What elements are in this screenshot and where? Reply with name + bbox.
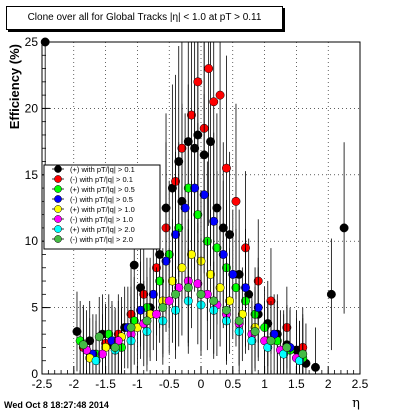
data-point: [247, 336, 257, 346]
data-point: [228, 269, 238, 279]
data-point: [136, 305, 146, 315]
data-point: [180, 203, 190, 213]
y-tick-label: 25: [25, 35, 39, 49]
data-point: [158, 303, 168, 313]
series-layer: [40, 37, 349, 374]
data-point: [250, 327, 260, 336]
y-tick-label: 0: [31, 367, 38, 381]
chart-title: Clone over all for Global Tracks |η| < 1…: [6, 6, 283, 30]
legend-label: (-) with pT/|q| > 1.0: [70, 215, 133, 224]
legend-marker: [54, 185, 62, 193]
data-point: [193, 279, 203, 289]
data-point: [215, 283, 225, 293]
data-point: [221, 163, 231, 173]
series-4: [88, 84, 295, 374]
data-point: [148, 289, 158, 299]
data-point: [209, 97, 219, 107]
data-point: [183, 283, 193, 293]
data-point: [206, 269, 215, 279]
data-point: [126, 323, 136, 332]
data-point: [161, 256, 171, 266]
y-tick-label: 10: [25, 234, 39, 248]
data-point: [193, 77, 203, 87]
data-point: [225, 296, 235, 306]
legend: (+) with pT/|q| > 0.1(-) with pT/|q| > 0…: [43, 164, 161, 250]
data-point: [152, 309, 161, 319]
y-tick-label: 15: [25, 168, 39, 182]
x-tick-label: -0.5: [159, 377, 180, 391]
data-point: [196, 289, 206, 299]
legend-marker: [54, 175, 62, 183]
x-tick-label: 0.5: [224, 377, 241, 391]
y-tick-label: 5: [31, 301, 38, 315]
legend-marker: [54, 165, 62, 173]
data-point: [204, 64, 214, 74]
data-point: [190, 183, 200, 193]
legend-label: (-) with pT/|q| > 2.0: [70, 235, 133, 244]
legend-marker: [54, 235, 62, 243]
data-point: [209, 216, 219, 226]
legend-label: (+) with pT/|q| > 0.5: [70, 185, 135, 194]
legend-label: (+) with pT/|q| > 2.0: [70, 225, 135, 234]
data-point: [177, 263, 187, 273]
ticks: -2.5 -2 -1.5 -1 -0.5 0 0.5 1 1.5 2 2.5 0 5 10 15 20 25: [25, 35, 369, 391]
data-point: [339, 223, 349, 233]
data-point: [215, 90, 225, 100]
x-tick-label: -2.5: [32, 377, 53, 391]
x-tick-label: 2.5: [352, 377, 369, 391]
data-point: [187, 250, 196, 259]
data-point: [241, 283, 250, 293]
data-point: [231, 196, 241, 206]
legend-label: (-) with pT/|q| > 0.1: [70, 175, 133, 184]
data-point: [221, 305, 231, 315]
x-tick-label: -2: [68, 377, 79, 391]
data-point: [218, 250, 228, 259]
data-point: [209, 296, 219, 306]
data-point: [155, 276, 165, 286]
data-point: [97, 349, 107, 359]
data-point: [72, 327, 82, 336]
x-tick-label: 2: [325, 377, 332, 391]
data-point: [171, 289, 181, 299]
data-point: [129, 260, 139, 270]
legend-marker: [54, 205, 62, 213]
data-point: [110, 342, 120, 352]
legend-label: (+) with pT/|q| > 1.0: [70, 205, 135, 214]
data-point: [266, 336, 276, 346]
x-tick-label: -1.5: [95, 377, 116, 391]
data-point: [193, 210, 203, 220]
data-point: [167, 276, 177, 286]
data-point: [94, 332, 104, 342]
data-point: [253, 303, 263, 313]
data-point: [234, 316, 244, 326]
y-axis-label: Efficiency (%): [7, 44, 22, 129]
data-point: [225, 230, 235, 240]
legend-label: (+) with pT/|q| > 0.1: [70, 165, 135, 174]
timestamp: Wed Oct 8 18:27:48 2014: [4, 400, 109, 410]
x-tick-label: -1: [132, 377, 143, 391]
legend-label: (-) with pT/|q| > 0.5: [70, 195, 133, 204]
data-point: [78, 340, 88, 350]
data-point: [199, 190, 209, 200]
x-tick-label: 1: [261, 377, 268, 391]
legend-marker: [54, 215, 62, 223]
y-tick-label: 20: [25, 101, 39, 115]
x-axis-label: η: [352, 396, 360, 411]
data-point: [212, 243, 222, 253]
series-8: [78, 228, 308, 374]
data-point: [177, 143, 187, 153]
legend-marker: [54, 195, 62, 203]
data-point: [187, 110, 196, 120]
data-point: [326, 289, 336, 299]
data-point: [298, 349, 308, 359]
legend-marker: [54, 225, 62, 233]
data-point: [282, 342, 292, 352]
data-point: [91, 356, 101, 366]
x-tick-label: 0: [198, 377, 205, 391]
data-point: [231, 283, 241, 293]
data-point: [142, 316, 152, 326]
x-tick-label: 1.5: [288, 377, 305, 391]
data-point: [164, 296, 174, 306]
